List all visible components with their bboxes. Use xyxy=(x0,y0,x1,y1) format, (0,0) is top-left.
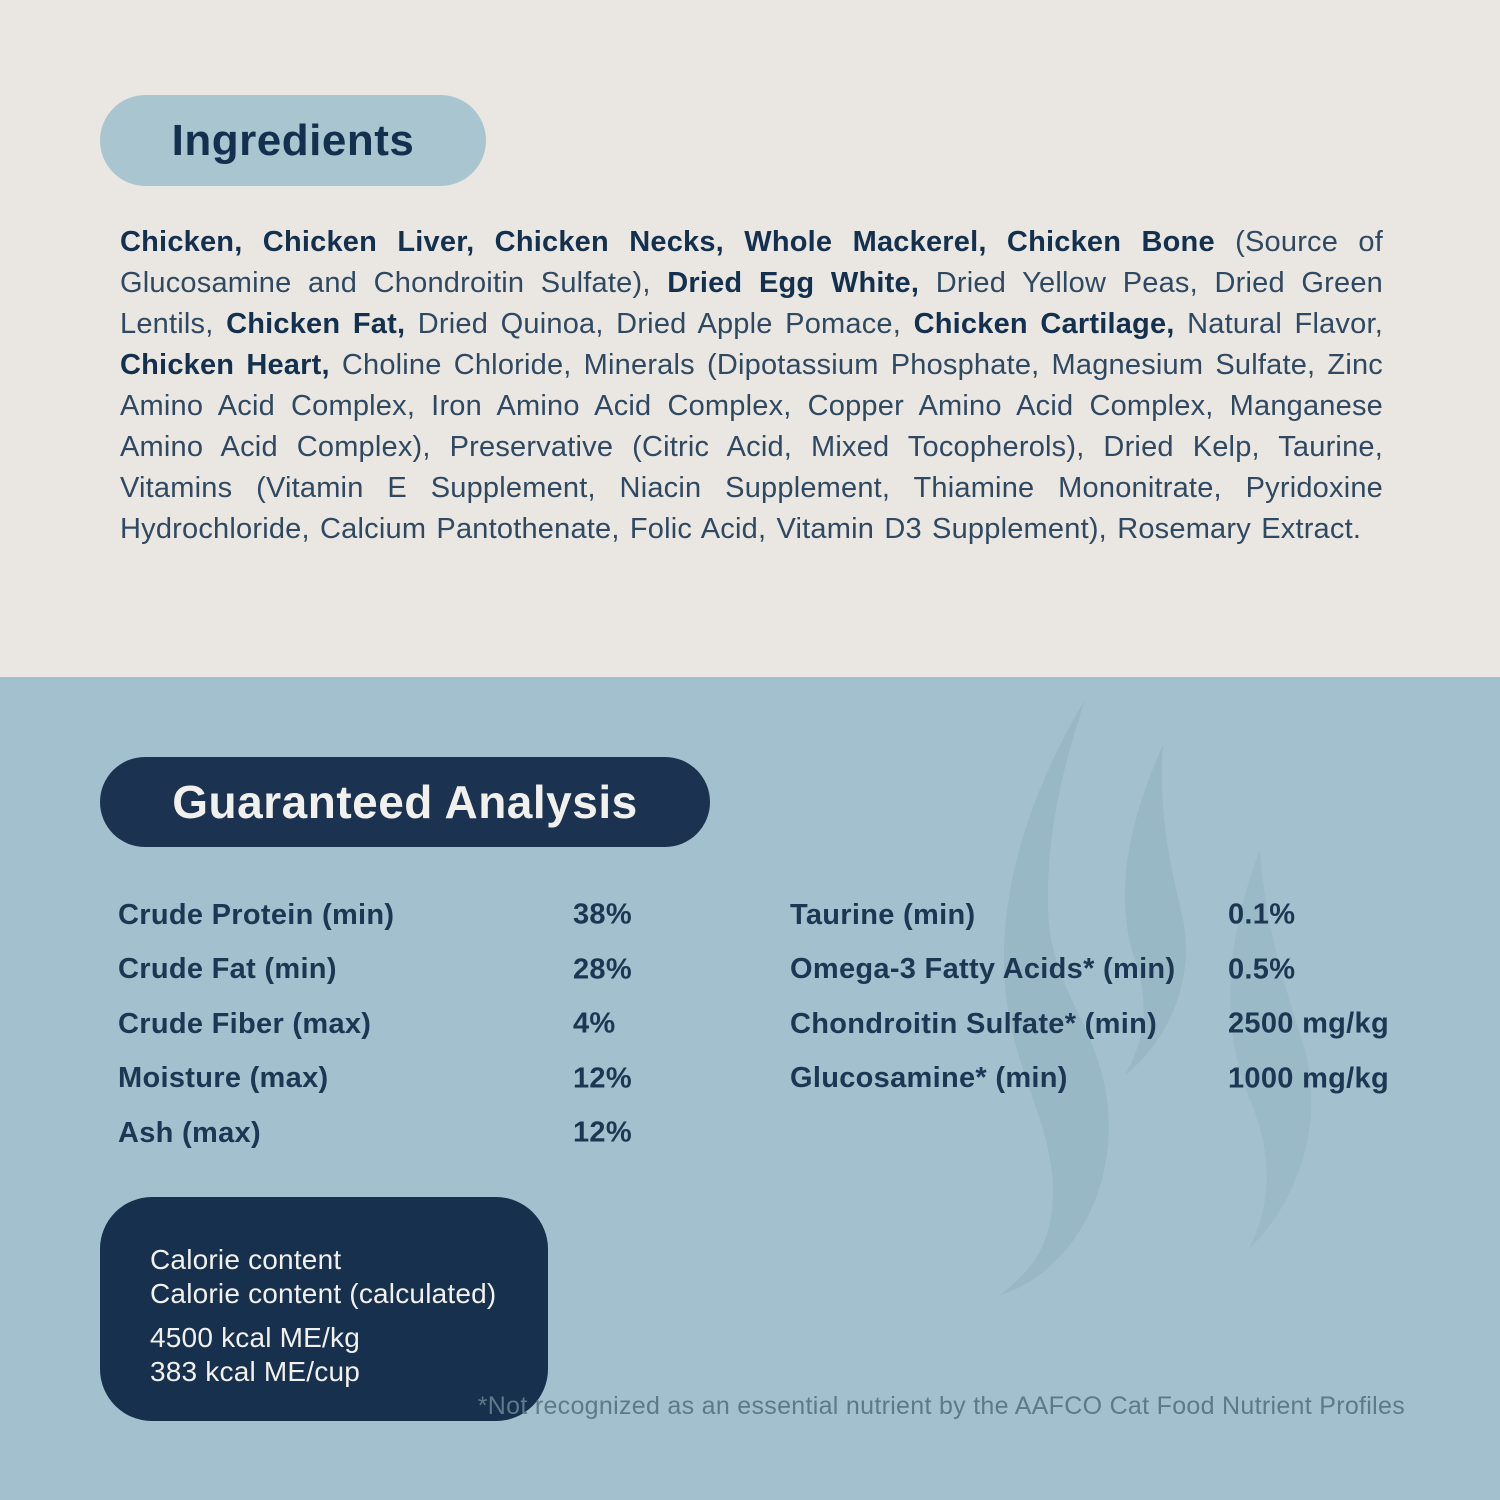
analysis-row: Moisture (max) 12% xyxy=(118,1052,758,1107)
nutrient-value: 1000 mg/kg xyxy=(1228,1062,1389,1095)
analysis-row: Crude Protein (min) 38% xyxy=(118,888,758,943)
calorie-title-line: Calorie content xyxy=(150,1244,342,1275)
calorie-value-line: 4500 kcal ME/kg xyxy=(150,1322,360,1353)
nutrient-value: 12% xyxy=(573,1062,632,1095)
nutrient-label: Crude Fat (min) xyxy=(118,953,337,986)
analysis-row: Glucosamine* (min) 1000 mg/kg xyxy=(790,1052,1440,1107)
ingredients-heading-pill: Ingredients xyxy=(100,95,486,186)
analysis-row: Ash (max) 12% xyxy=(118,1106,758,1161)
nutrient-value: 38% xyxy=(573,898,632,931)
calorie-value-line: 383 kcal ME/cup xyxy=(150,1356,360,1387)
analysis-row: Chondroitin Sulfate* (min) 2500 mg/kg xyxy=(790,997,1440,1052)
calorie-title-line: Calorie content (calculated) xyxy=(150,1278,497,1309)
nutrient-value: 12% xyxy=(573,1116,632,1149)
guaranteed-analysis-heading: Guaranteed Analysis xyxy=(172,776,638,828)
nutrient-value: 0.5% xyxy=(1228,953,1296,986)
nutrient-value: 28% xyxy=(573,953,632,986)
analysis-row: Omega-3 Fatty Acids* (min) 0.5% xyxy=(790,943,1440,998)
nutrient-label: Crude Protein (min) xyxy=(118,898,395,931)
nutrient-label: Glucosamine* (min) xyxy=(790,1062,1068,1095)
nutrient-label: Chondroitin Sulfate* (min) xyxy=(790,1007,1158,1040)
analysis-column-right: Taurine (min) 0.1% Omega-3 Fatty Acids* … xyxy=(790,888,1440,1106)
guaranteed-analysis-heading-pill: Guaranteed Analysis xyxy=(100,757,710,847)
analysis-row: Crude Fat (min) 28% xyxy=(118,943,758,998)
ingredients-section: Ingredients Chicken, Chicken Liver, Chic… xyxy=(0,0,1500,677)
nutrient-label: Ash (max) xyxy=(118,1116,261,1149)
nutrient-label: Moisture (max) xyxy=(118,1062,329,1095)
nutrient-value: 4% xyxy=(573,1007,616,1040)
analysis-row: Crude Fiber (max) 4% xyxy=(118,997,758,1052)
ingredients-paragraph: Chicken, Chicken Liver, Chicken Necks, W… xyxy=(120,226,1384,545)
nutrient-value: 2500 mg/kg xyxy=(1228,1007,1389,1040)
calorie-content-box: Calorie content Calorie content (calcula… xyxy=(100,1197,548,1421)
nutrient-label: Crude Fiber (max) xyxy=(118,1007,372,1040)
ingredients-heading: Ingredients xyxy=(171,115,415,165)
calorie-values: 4500 kcal ME/kg 383 kcal ME/cup xyxy=(150,1321,548,1389)
nutrient-value: 0.1% xyxy=(1228,898,1296,931)
aafco-footnote: *Not recognized as an essential nutrient… xyxy=(477,1392,1405,1420)
guaranteed-analysis-section: Guaranteed Analysis Crude Protein (min) … xyxy=(0,677,1500,1500)
analysis-row: Taurine (min) 0.1% xyxy=(790,888,1440,943)
nutrient-label: Taurine (min) xyxy=(790,898,976,931)
analysis-column-left: Crude Protein (min) 38% Crude Fat (min) … xyxy=(118,888,758,1161)
nutrient-label: Omega-3 Fatty Acids* (min) xyxy=(790,953,1176,986)
